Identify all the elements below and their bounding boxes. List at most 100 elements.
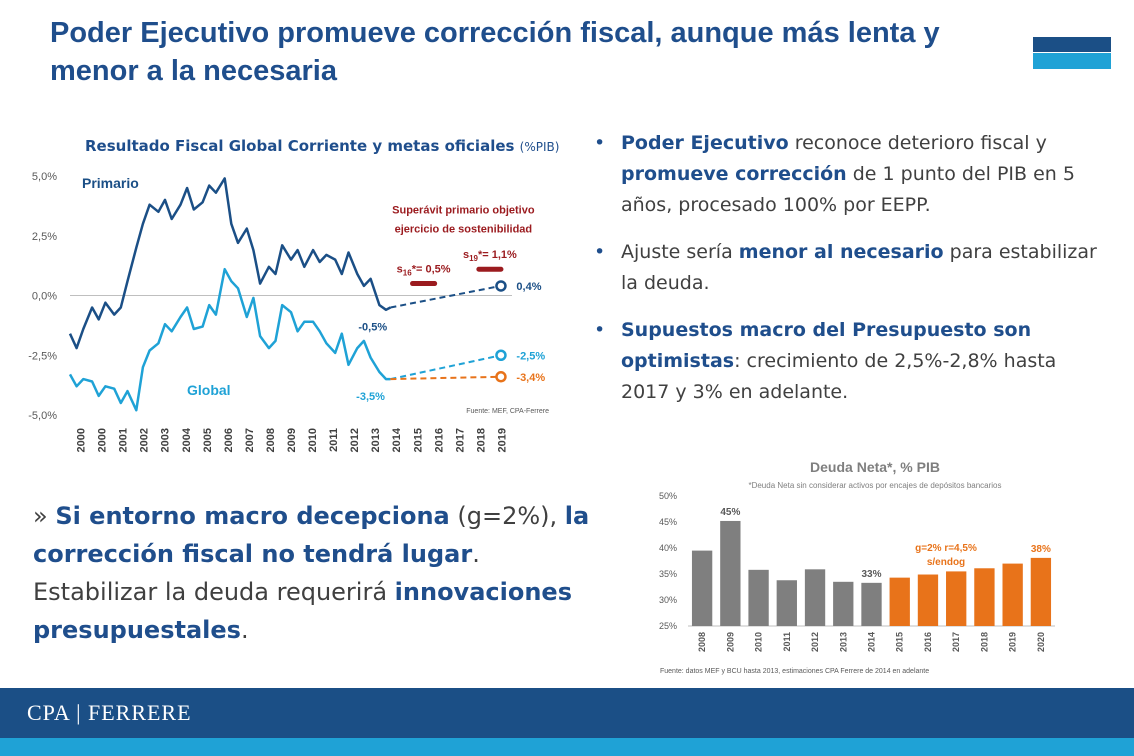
company-logo: CPA | FERRERE (27, 700, 192, 725)
series-label: Global (187, 382, 231, 398)
body-text: : crecimiento de 2,5%-2,8% hasta 2017 y … (621, 350, 1057, 403)
title-decoration-navy (1033, 37, 1111, 52)
projection-line (390, 284, 502, 309)
body-text: de 1 punto del PIB en 5 años, procesado … (621, 163, 1075, 216)
bullet-text: Poder Ejecutivo reconoce deterioro fisca… (621, 132, 1075, 216)
projection-line (390, 375, 501, 381)
x-tick-label: 2004 (181, 427, 193, 452)
projection-line (390, 354, 502, 381)
bullet-item: • Supuestos macro del Presupuesto son opt… (594, 315, 1104, 408)
y-tick-label: 30% (659, 595, 677, 605)
x-tick-label: 2015 (895, 632, 905, 652)
highlight-text: promueve corrección (621, 163, 847, 185)
bar (804, 569, 826, 626)
highlight-text: Poder Ejecutivo (621, 132, 789, 154)
y-tick-label: 5,0% (32, 171, 57, 183)
slide-title: Poder Ejecutivo promueve corrección fisc… (50, 17, 940, 87)
target-label: s19*= 1,1% (463, 249, 517, 263)
chart-title: Deuda Neta*, % PIB (810, 459, 940, 475)
x-tick-label: 2010 (307, 428, 319, 452)
body-text: » (33, 502, 56, 530)
bullet-list: • Poder Ejecutivo reconoce deterioro fisc… (594, 128, 1104, 424)
y-tick-label: 2,5% (32, 231, 57, 243)
data-label: 45% (720, 507, 740, 518)
title-decoration-cyan (1033, 53, 1111, 69)
chart-source: Fuente: MEF, CPA-Ferrere (466, 408, 549, 415)
x-tick-label: 2017 (454, 428, 466, 452)
x-tick-label: 2012 (349, 428, 361, 452)
bullet-dot-icon: • (594, 241, 606, 263)
bar (1030, 557, 1052, 626)
x-tick-label: 2018 (979, 632, 989, 652)
projection-marker (495, 280, 507, 292)
bullet-dot-icon: • (594, 132, 606, 154)
y-tick-label: -5,0% (28, 410, 57, 422)
x-tick-label: 2001 (118, 428, 130, 452)
bar (946, 571, 967, 626)
x-tick-label: 2012 (810, 632, 820, 652)
x-tick-label: 2000 (97, 428, 109, 452)
x-tick-label: 2015 (412, 428, 424, 452)
bullet-item: • Poder Ejecutivo reconoce deterioro fisc… (594, 128, 1104, 221)
chart-annotation: g=2% r=4,5% (915, 543, 977, 554)
chart-annotation: -3,5% (356, 391, 385, 403)
chart-annotation: s/endog (927, 557, 965, 568)
x-tick-label: 2005 (202, 428, 214, 452)
series-line (68, 267, 391, 412)
footer-bar: CPA | FERRERE (0, 688, 1134, 738)
body-text: Ajuste sería (621, 241, 739, 263)
highlight-text: menor al necesario (738, 241, 944, 263)
projection-marker (495, 349, 507, 361)
x-tick-label: 2011 (782, 632, 792, 652)
y-tick-label: 45% (659, 517, 677, 527)
x-tick-label: 2018 (475, 428, 487, 452)
x-tick-label: 2016 (923, 632, 933, 652)
x-tick-label: 2008 (265, 428, 277, 452)
data-label: 38% (1031, 544, 1051, 555)
footer-strip (0, 738, 1134, 756)
x-tick-label: 2014 (391, 427, 403, 452)
bar (720, 520, 741, 626)
chart-source: Fuente: datos MEF y BCU hasta 2013, esti… (660, 668, 929, 675)
series-label: Primario (82, 175, 139, 191)
bar (974, 568, 995, 626)
bar (889, 577, 910, 626)
x-tick-label: 2019 (1008, 632, 1018, 652)
target-label-value: *= 1,1% (478, 249, 517, 261)
target-label-subscript: 19 (469, 254, 478, 263)
bullet-item: • Ajuste sería menor al necesario para es… (594, 237, 1104, 299)
bar (748, 569, 769, 626)
y-tick-label: 25% (659, 621, 677, 631)
bullet-text: Supuestos macro del Presupuesto son opti… (621, 319, 1056, 403)
bar (917, 574, 939, 626)
chart-subtitle: *Deuda Neta sin considerar activos por e… (748, 481, 1001, 490)
y-tick-label: -2,5% (28, 350, 57, 362)
chart-annotation: Superávit primario objetivo (392, 204, 535, 216)
chart-annotation: 0,4% (516, 281, 541, 293)
target-label-subscript: 16 (403, 269, 412, 278)
x-tick-label: 2011 (328, 428, 340, 452)
net-debt-chart: Deuda Neta*, % PIB *Deuda Neta sin consid… (659, 459, 1055, 675)
fiscal-result-chart: Resultado Fiscal Global Corriente y meta… (28, 137, 559, 452)
y-tick-label: 0,0% (32, 291, 57, 303)
body-text: para estabilizar la deuda. (621, 241, 1097, 294)
x-tick-label: 2013 (370, 428, 382, 452)
chart-annotation: -2,5% (516, 350, 545, 362)
x-tick-label: 2007 (244, 428, 256, 452)
highlight-text: Supuestos macro del Presupuesto son opti… (621, 319, 1032, 372)
x-tick-label: 2014 (867, 632, 877, 652)
projection-marker (495, 371, 507, 383)
highlight-text: Si entorno macro decepciona (55, 502, 450, 530)
bar (776, 580, 797, 626)
x-tick-label: 2009 (286, 428, 298, 452)
x-tick-label: 2013 (838, 632, 848, 652)
target-label: s16*= 0,5% (397, 264, 451, 278)
x-tick-label: 2003 (160, 428, 172, 452)
callout-text: » Si entorno macro decepciona (g=2%), la… (33, 497, 593, 649)
bar (833, 581, 854, 626)
bullet-text: Ajuste sería menor al necesario para est… (621, 241, 1097, 294)
x-tick-label: 2000 (76, 428, 88, 452)
bar (861, 582, 882, 626)
x-tick-label: 2008 (697, 632, 707, 652)
chart-annotation: ejercicio de sostenibilidad (395, 224, 533, 236)
